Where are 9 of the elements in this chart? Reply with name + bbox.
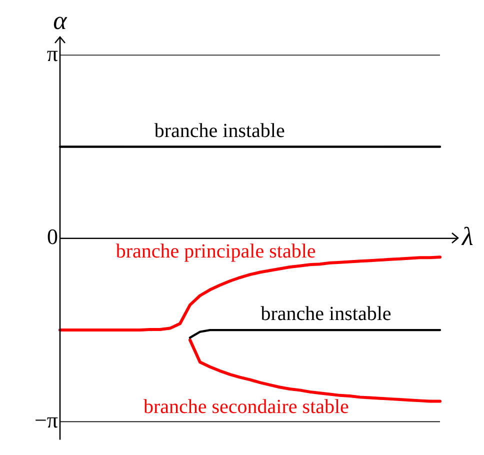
y-tick-label: π (46, 40, 58, 66)
series-label: branche secondaire stable (143, 396, 350, 418)
x-axis-title: λ (461, 222, 474, 252)
y-axis-title: α (53, 6, 68, 35)
series-label: branche principale stable (116, 240, 316, 263)
series-label: branche instable (260, 303, 392, 326)
y-tick-label: 0 (47, 224, 58, 250)
series-label: branche instable (154, 120, 285, 142)
y-tick-label: −π (34, 407, 58, 432)
